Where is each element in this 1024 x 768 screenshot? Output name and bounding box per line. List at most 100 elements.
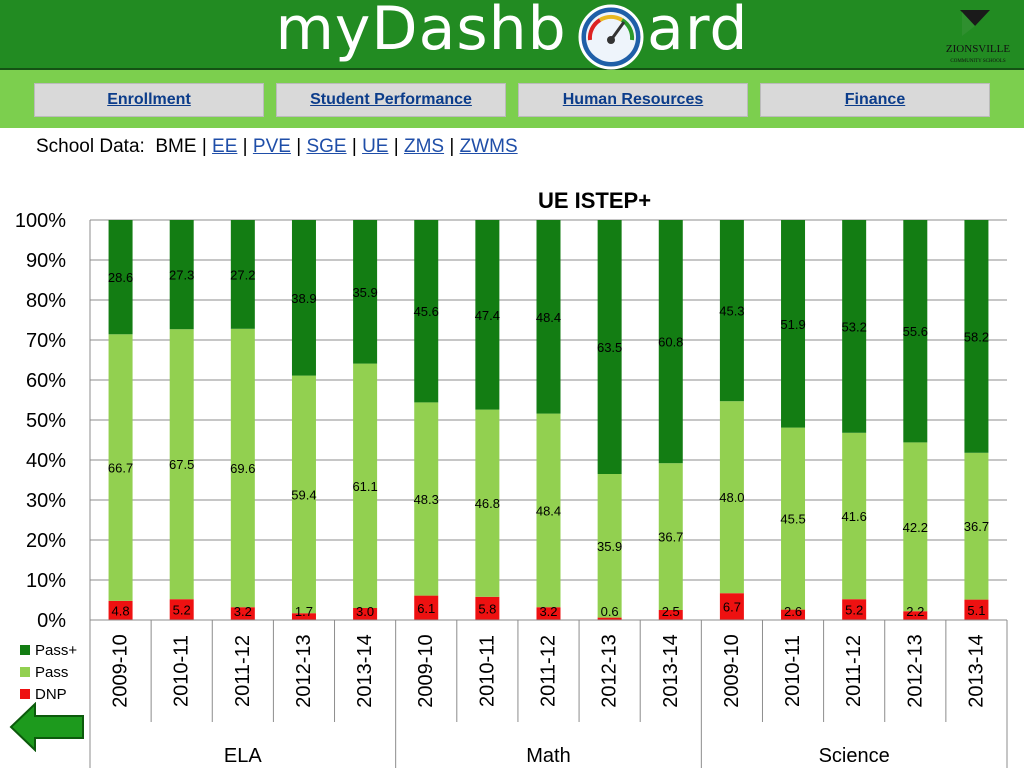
speedometer-icon [578,4,644,70]
bar-pass [475,409,500,597]
group-label: Math [526,745,570,767]
bar-dnp [291,613,316,620]
data-label: 0.6 [601,604,619,619]
x-tick-label: 2010-11 [782,635,804,707]
data-label: 48.4 [536,310,561,325]
x-tick-label: 2013-14 [965,634,987,707]
bar-pass [536,413,561,608]
data-label: 3.2 [234,604,252,619]
data-label: 45.6 [414,304,439,319]
data-label: 53.2 [842,319,867,334]
data-label: 55.6 [903,324,928,339]
x-tick-label: 2011-12 [232,635,254,707]
x-tick-label: 2012-13 [293,634,315,707]
data-label: 2.5 [662,604,680,619]
nav-finance[interactable]: Finance [760,83,990,117]
bar-pass-plus [169,220,194,330]
bar-dnp [536,607,561,620]
bar-pass-plus [597,220,622,474]
bar-dnp [842,599,867,620]
bar-pass [353,363,378,608]
bar-pass-plus [108,220,133,335]
group-label: Science [819,745,890,767]
nav-enrollment[interactable]: Enrollment [34,83,264,117]
chart-title: UE ISTEP+ [538,188,651,213]
bar-dnp [719,593,744,620]
legend-label: Pass [35,664,68,681]
data-label: 67.5 [169,457,194,472]
school-data-selector: School Data: BME | EE | PVE | SGE | UE |… [36,136,518,157]
bar-pass [169,329,194,600]
school-link-ue[interactable]: UE [362,136,389,157]
bar-pass-plus [719,220,744,402]
bar-pass-plus [842,220,867,433]
data-label: 48.4 [536,503,561,518]
x-tick-label: 2013-14 [354,634,376,707]
data-label: 5.2 [173,603,191,618]
y-tick-label: 90% [26,250,66,272]
data-label: 45.3 [719,304,744,319]
y-tick-label: 80% [26,290,66,312]
y-tick-label: 70% [26,330,66,352]
bar-pass [414,402,439,596]
zionsville-seal-icon: ZIONSVILLE COMMUNITY SCHOOLS [946,10,1010,64]
data-label: 60.8 [658,335,683,350]
data-label: 5.2 [845,603,863,618]
bar-dnp [658,610,683,620]
school-link-zwms[interactable]: ZWMS [459,136,518,157]
data-label: 6.1 [417,601,435,616]
group-label: ELA [224,745,262,767]
y-tick-label: 0% [37,610,66,632]
istep-chart: UE ISTEP+ 0% 10% 20% 30% 40% 50% 60% 70% 80% 90% 10… [15,188,1008,768]
bar-dnp [353,608,378,620]
legend-label: DNP [35,686,67,703]
data-label: 42.2 [903,520,928,535]
data-label: 36.7 [964,519,989,534]
nav-student-performance[interactable]: Student Performance [276,83,506,117]
data-label: 28.6 [108,270,133,285]
data-label: 48.3 [414,492,439,507]
data-label: 69.6 [230,461,255,476]
school-data-prefix: School Data: [36,136,145,157]
data-label: 66.7 [108,461,133,476]
bar-pass-plus [658,220,683,464]
school-link-pve[interactable]: PVE [252,136,291,157]
bar-dnp [475,596,500,620]
data-label: 59.4 [291,487,316,502]
legend-swatch [20,689,30,699]
y-tick-label: 100% [15,210,66,232]
school-link-ee[interactable]: EE [212,136,238,157]
data-label: 45.5 [780,512,805,527]
data-label: 35.9 [352,285,377,300]
school-link-sge[interactable]: SGE [306,136,347,157]
bar-dnp [169,599,194,620]
data-label: 3.0 [356,604,374,619]
x-tick-label: 2011-12 [843,635,865,707]
data-label: 5.1 [967,603,985,618]
x-tick-label: 2009-10 [110,634,132,707]
legend-swatch [20,667,30,677]
x-tick-label: 2013-14 [660,634,682,707]
bar-pass-plus [353,220,378,364]
bar-pass [658,463,683,610]
y-tick-label: 20% [26,530,66,552]
data-label: 36.7 [658,530,683,545]
school-link-zms[interactable]: ZMS [403,136,445,157]
data-label: 46.8 [475,496,500,511]
bar-pass [719,401,744,594]
bar-pass-plus [903,220,928,443]
bar-pass-plus [781,220,806,428]
bar-pass [597,474,622,618]
x-tick-label: 2009-10 [415,634,437,707]
left-arrow-icon[interactable] [9,702,85,752]
y-tick-label: 30% [26,490,66,512]
svg-text:ZIONSVILLE: ZIONSVILLE [946,43,1010,55]
data-label: 6.7 [723,600,741,615]
svg-text:COMMUNITY SCHOOLS: COMMUNITY SCHOOLS [950,59,1005,64]
bar-pass-plus [230,220,255,329]
nav-human-resources[interactable]: Human Resources [518,83,748,117]
bar-pass [230,328,255,608]
bar-pass [842,432,867,600]
data-label: 5.8 [478,601,496,616]
x-tick-label: 2010-11 [476,635,498,707]
